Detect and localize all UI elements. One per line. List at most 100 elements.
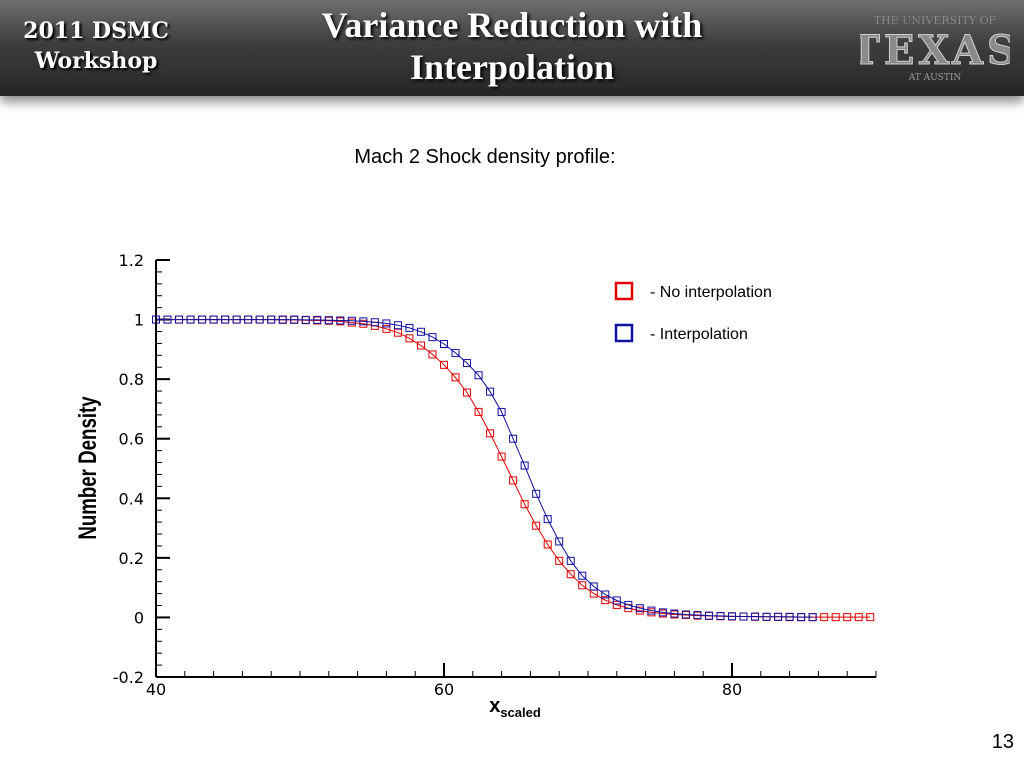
data-point	[612, 600, 621, 609]
data-point	[463, 388, 472, 397]
data-point	[440, 360, 448, 369]
data-point	[509, 434, 518, 443]
data-point	[589, 582, 598, 591]
data-point	[440, 339, 448, 348]
data-point	[658, 608, 667, 617]
data-point	[428, 333, 437, 342]
data-point	[520, 500, 529, 509]
data-point	[578, 571, 587, 580]
data-point	[693, 611, 702, 620]
y-tick-label: -0.2	[113, 668, 144, 687]
series-line	[156, 319, 813, 618]
data-point	[624, 600, 633, 609]
series-line	[156, 319, 871, 618]
data-point	[520, 461, 529, 470]
data-point	[601, 590, 610, 599]
data-point	[831, 613, 840, 622]
legend-marker	[614, 281, 634, 301]
data-point	[370, 318, 379, 327]
data-point	[416, 341, 425, 350]
data-point	[716, 611, 725, 620]
legend-marker	[614, 323, 634, 343]
x-tick-label: 40	[146, 680, 166, 699]
data-point	[405, 323, 414, 332]
data-point	[728, 612, 736, 621]
data-point	[175, 315, 184, 324]
data-point	[221, 315, 230, 324]
data-point	[405, 334, 414, 343]
legend-label: - Interpolation	[650, 326, 748, 343]
y-tick-label: 0.8	[119, 370, 144, 389]
data-point	[566, 556, 575, 565]
data-point	[416, 327, 425, 336]
data-point	[163, 315, 172, 324]
data-point	[670, 609, 679, 618]
logo-main-text: TEXAS	[860, 27, 1010, 74]
data-point	[290, 315, 299, 324]
data-point	[463, 359, 472, 368]
data-point	[198, 315, 207, 324]
x-axis-label: xscaled	[489, 695, 541, 720]
header-bar: 2011 DSMC Workshop Variance Reduction wi…	[0, 0, 1024, 96]
x-axis-label-sub: scaled	[500, 705, 541, 720]
data-point	[382, 319, 391, 328]
y-tick-label: 0.6	[119, 430, 144, 449]
data-point	[336, 316, 345, 325]
slide-subtitle: Mach 2 Shock density profile:	[354, 146, 616, 168]
workshop-label: 2011 DSMC Workshop	[8, 16, 184, 76]
data-point	[843, 613, 852, 622]
data-point	[543, 515, 552, 524]
workshop-line-1: 2011 DSMC	[23, 18, 169, 44]
page-number: 13	[991, 731, 1014, 753]
data-point	[267, 315, 276, 324]
data-point	[866, 613, 875, 622]
data-point	[486, 429, 495, 438]
data-point	[497, 407, 506, 416]
slide-title-line-1: Variance Reduction with	[321, 5, 703, 45]
y-tick-label: 1.2	[119, 251, 144, 270]
university-logo: THE UNIVERSITY OF TEXAS AT AUSTIN	[860, 14, 1010, 83]
data-point	[612, 596, 621, 605]
x-tick-label: 60	[434, 680, 454, 699]
data-point	[301, 315, 310, 324]
slide-title-line-2: Interpolation	[409, 47, 614, 87]
data-point	[359, 317, 368, 326]
data-point	[808, 613, 817, 622]
data-point	[785, 612, 794, 621]
series-2	[152, 315, 817, 622]
data-point	[681, 610, 690, 619]
data-point	[739, 612, 748, 621]
data-point	[762, 612, 771, 621]
data-point	[186, 315, 195, 324]
y-tick-label: 0	[134, 608, 144, 627]
data-point	[232, 315, 241, 324]
workshop-line-2: Workshop	[34, 48, 158, 74]
logo-top-text: THE UNIVERSITY OF	[874, 14, 997, 27]
data-point	[474, 407, 483, 416]
y-axis-label: Number Density	[73, 396, 101, 540]
data-point	[497, 452, 506, 461]
data-point	[555, 556, 564, 565]
data-point	[532, 489, 541, 498]
data-point	[428, 350, 437, 359]
data-point	[854, 613, 863, 622]
data-point	[601, 596, 610, 605]
data-point	[324, 316, 333, 325]
data-point	[393, 321, 402, 330]
data-point	[474, 371, 483, 380]
data-point	[451, 348, 460, 357]
y-tick-label: 0.4	[119, 489, 144, 508]
data-point	[244, 315, 253, 324]
data-point	[774, 612, 783, 621]
data-point	[566, 570, 575, 579]
data-point	[532, 521, 541, 530]
data-point	[820, 613, 829, 622]
data-point	[152, 315, 160, 324]
slide-title: Variance Reduction with Interpolation	[262, 4, 762, 88]
data-point	[278, 315, 287, 324]
data-point	[451, 373, 460, 382]
data-point	[555, 537, 564, 546]
data-point	[647, 606, 656, 615]
logo-bottom-text: AT AUSTIN	[908, 73, 962, 83]
